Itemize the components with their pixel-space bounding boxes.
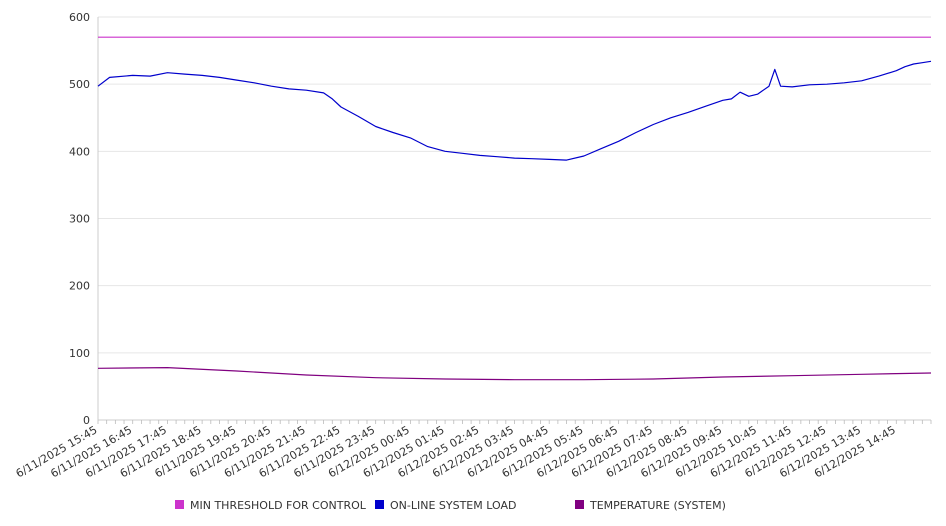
legend: MIN THRESHOLD FOR CONTROL ON-LINE SYSTEM … bbox=[175, 499, 726, 512]
y-axis: 0 100 200 300 400 500 600 bbox=[69, 11, 99, 427]
y-tick-label: 300 bbox=[69, 213, 90, 226]
legend-label-3: TEMPERATURE (SYSTEM) bbox=[589, 499, 726, 512]
y-tick-label: 200 bbox=[69, 280, 90, 293]
grid-lines bbox=[98, 16, 931, 354]
legend-label-1: MIN THRESHOLD FOR CONTROL bbox=[190, 499, 367, 512]
y-tick-label: 600 bbox=[69, 11, 90, 24]
y-tick-label: 400 bbox=[69, 145, 90, 158]
y-tick-label: 500 bbox=[69, 78, 90, 91]
y-tick-label: 100 bbox=[69, 347, 90, 360]
x-axis: 6/11/2025 15:456/11/2025 16:456/11/2025 … bbox=[14, 419, 932, 480]
series-layer bbox=[97, 36, 932, 381]
legend-label-2: ON-LINE SYSTEM LOAD bbox=[390, 499, 516, 512]
legend-swatch-2 bbox=[375, 500, 384, 509]
legend-swatch-3 bbox=[575, 500, 584, 509]
series-line-3 bbox=[97, 367, 932, 381]
series-line-2 bbox=[97, 60, 932, 161]
legend-swatch-1 bbox=[175, 500, 184, 509]
y-tick-label: 0 bbox=[83, 414, 90, 427]
